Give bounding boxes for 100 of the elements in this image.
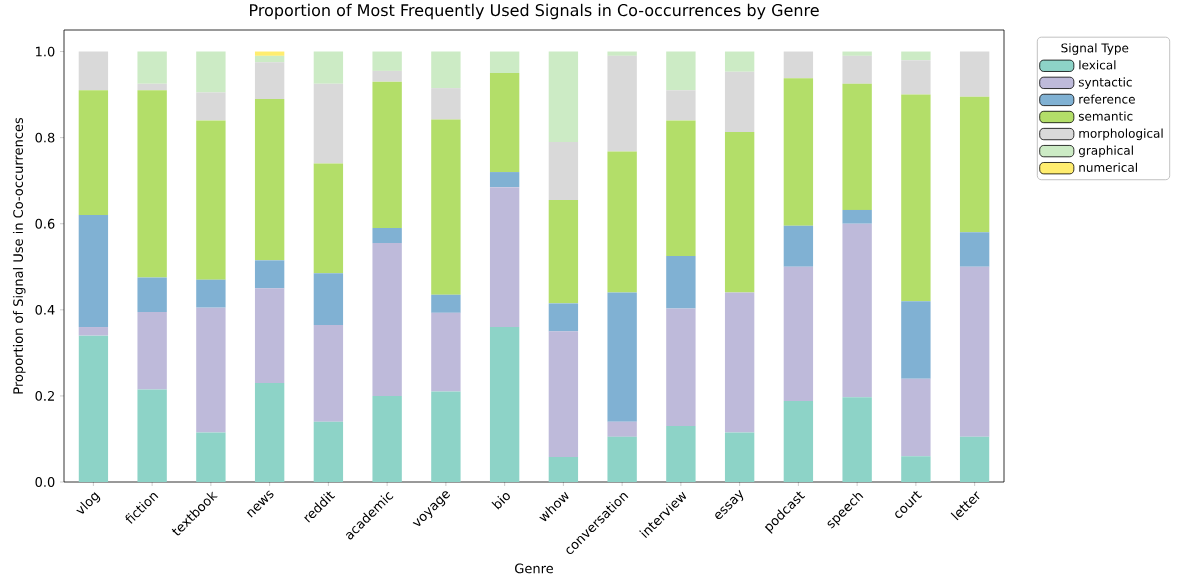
bar: [313, 324, 344, 422]
bar: [137, 83, 167, 91]
bar: [196, 432, 226, 482]
bar: [254, 288, 285, 383]
bar: [313, 273, 344, 325]
y-tick-label: 0.2: [35, 391, 54, 401]
bar: [548, 303, 579, 332]
bar: [842, 51, 872, 56]
legend-label: syntactic: [1078, 77, 1132, 89]
bar: [431, 119, 461, 295]
bar: [666, 256, 696, 309]
bar: [372, 51, 402, 71]
bar: [372, 228, 402, 244]
bar: [372, 70, 402, 82]
y-tick-label: 0.4: [35, 304, 55, 315]
legend-label: graphical: [1078, 145, 1133, 158]
bar: [431, 51, 461, 89]
bar: [137, 311, 167, 390]
bar: [313, 51, 344, 84]
bar: [666, 90, 696, 121]
bar: [959, 232, 990, 267]
bar: [666, 426, 696, 482]
x-tick-label: bio: [491, 493, 510, 510]
bar: [254, 62, 285, 99]
bar: [724, 292, 755, 433]
bar: [78, 90, 109, 216]
bar: [959, 96, 990, 233]
bar: [137, 51, 167, 84]
bar: [196, 307, 226, 433]
bar: [783, 401, 814, 482]
bar: [783, 225, 814, 267]
bar: [607, 51, 637, 56]
legend-label: morphological: [1079, 128, 1163, 141]
bar: [431, 88, 461, 120]
bar: [254, 98, 285, 261]
bar: [901, 301, 931, 379]
bar: [901, 60, 931, 95]
bar: [254, 51, 285, 56]
bar: [431, 312, 461, 392]
bar: [372, 243, 402, 396]
bar: [724, 51, 755, 72]
bar: [901, 94, 931, 302]
bar: [666, 308, 696, 427]
bar: [607, 151, 637, 293]
bar: [842, 55, 872, 84]
bar: [431, 391, 461, 482]
bar: [724, 132, 755, 293]
bar: [842, 83, 872, 210]
x-tick-label: vlog: [76, 492, 101, 514]
legend-label: semantic: [1078, 111, 1133, 121]
bar: [666, 120, 696, 257]
bar: [607, 55, 637, 152]
bar: [548, 200, 579, 304]
y-tick-label: 0.0: [35, 477, 55, 487]
bar: [666, 51, 696, 91]
y-tick-label: 1.0: [36, 46, 55, 57]
bar: [137, 90, 167, 278]
bar: [137, 389, 167, 482]
bar: [196, 120, 226, 280]
bar: [901, 51, 931, 61]
bar: [489, 327, 520, 482]
bar: [607, 292, 637, 422]
bar: [313, 83, 344, 164]
bar: [196, 92, 226, 121]
bar: [607, 436, 637, 482]
y-tick-label: 0.6: [35, 218, 55, 229]
bar: [489, 172, 520, 188]
bar: [431, 294, 461, 313]
bar: [372, 81, 402, 229]
bar: [196, 51, 226, 93]
legend-title: Signal Type: [1061, 43, 1129, 55]
bar: [842, 397, 872, 482]
bar: [607, 421, 637, 437]
bar: [196, 279, 226, 308]
bar: [137, 277, 167, 312]
bar: [842, 223, 872, 398]
bar: [254, 383, 285, 482]
bar: [901, 456, 931, 482]
bar: [489, 73, 520, 173]
bar: [959, 266, 990, 437]
bar: [724, 432, 755, 482]
bar: [724, 71, 755, 133]
bar: [254, 55, 285, 63]
bar: [372, 395, 402, 482]
bar: [78, 51, 109, 91]
bar: [959, 51, 990, 97]
bar: [783, 51, 814, 79]
chart-title: Proportion of Most Frequently Used Signals in Co-occurrences by Genre: [250, 3, 819, 20]
bar: [783, 266, 814, 402]
bar: [313, 421, 344, 482]
bar: [548, 331, 579, 458]
y-tick-label: 0.8: [35, 132, 55, 143]
legend-label: numerical: [1079, 162, 1137, 172]
y-axis-title: Proportion of Signal Use in Co-occurrences: [12, 117, 26, 394]
bar: [313, 163, 344, 274]
bar: [959, 436, 990, 482]
bar: [78, 215, 109, 328]
legend-label: lexical: [1079, 60, 1116, 70]
bar: [78, 327, 109, 336]
x-axis-title: Genre: [515, 563, 554, 574]
